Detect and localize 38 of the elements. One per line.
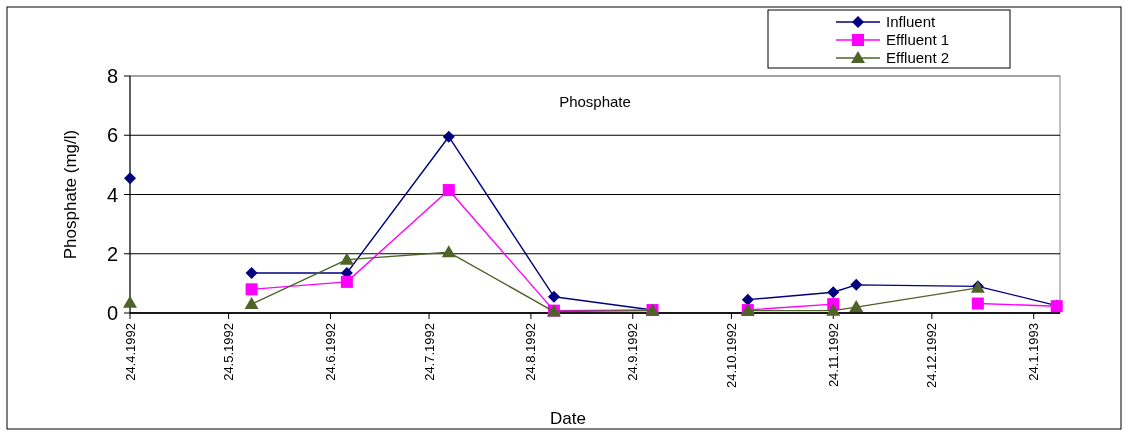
point [245, 267, 258, 280]
x-tick-label: 24.6.1992 [323, 323, 339, 381]
point [850, 278, 863, 291]
x-tick-label: 24.8.1992 [523, 323, 539, 381]
x-tick-label: 24.11.1992 [825, 323, 841, 388]
x-tick-label: 24.1.1993 [1026, 323, 1042, 381]
x-tick-label: 24.5.1992 [221, 323, 237, 381]
x-tick-label: 24.7.1992 [421, 323, 437, 381]
legend-label: Influent [886, 13, 937, 31]
point [245, 283, 258, 296]
point [123, 295, 137, 308]
point [547, 290, 560, 303]
y-tick-label: 4 [106, 183, 118, 206]
y-tick-label: 6 [106, 124, 118, 147]
point [340, 275, 353, 288]
point [971, 297, 984, 310]
point [741, 293, 754, 306]
y-tick-label: 2 [106, 242, 118, 265]
x-axis-title: Date [550, 409, 586, 428]
legend-label: Effluent 2 [886, 49, 950, 67]
point [442, 130, 455, 143]
point [827, 286, 840, 299]
x-tick-label: 24.4.1992 [122, 323, 138, 381]
x-tick-label: 24.12.1992 [924, 323, 940, 389]
y-tick-label: 8 [106, 65, 118, 87]
x-tick-label: 24.10.1992 [723, 323, 739, 389]
point [826, 303, 841, 316]
point [339, 252, 354, 265]
y-tick-label: 0 [106, 302, 118, 324]
point [849, 300, 864, 313]
point [124, 172, 136, 185]
point [244, 297, 259, 310]
y-axis-title: Phosphate (mg/l) [60, 129, 80, 260]
legend-label: Effluent 1 [886, 31, 950, 49]
text: Phosphate [559, 93, 631, 110]
x-tick-label: 24.9.1992 [625, 323, 641, 381]
point [441, 245, 456, 258]
point [442, 184, 455, 197]
